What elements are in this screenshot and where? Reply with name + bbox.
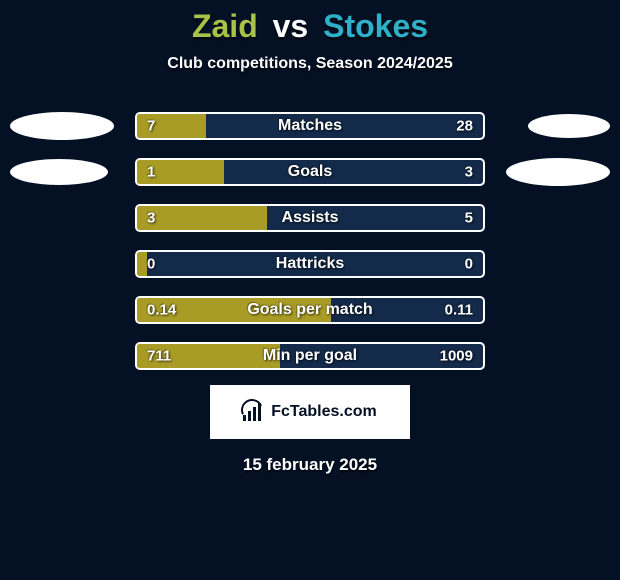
team-ellipse-left [10,159,108,185]
stat-bar-left-fill [137,252,147,276]
stat-bar-left-fill [137,114,206,138]
fctables-logo-icon [243,403,265,421]
stat-right-value: 5 [465,210,473,227]
stat-bar-track: Assists35 [135,204,485,232]
stat-bar-left-fill [137,206,267,230]
stat-row: Min per goal7111009 [0,333,620,379]
stat-left-value: 0 [147,256,155,273]
stat-metric-label: Hattricks [276,255,344,273]
stat-row: Goals per match0.140.11 [0,287,620,333]
stat-bar-left-fill [137,160,224,184]
player1-name: Zaid [192,8,258,44]
comparison-title: Zaid vs Stokes [0,8,620,45]
stat-row: Hattricks 0 0 [0,241,620,287]
stat-metric-label: Matches [278,117,342,135]
stat-bar-track: Hattricks 0 0 [135,250,485,278]
team-ellipse-left [10,112,114,140]
stat-right-value: 3 [465,164,473,181]
stat-metric-label: Goals [288,163,332,181]
stat-bar-left-fill [137,298,331,322]
comparison-card: Zaid vs Stokes Club competitions, Season… [0,0,620,580]
stat-bar-track: Goals13 [135,158,485,186]
subtitle: Club competitions, Season 2024/2025 [0,55,620,73]
branding-badge: FcTables.com [210,385,410,439]
stat-right-value: 0.11 [445,302,473,319]
stat-row: Matches728 [0,103,620,149]
stat-row: Goals13 [0,149,620,195]
team-ellipse-right [528,114,610,138]
stat-right-value: 28 [456,118,473,135]
stat-bar-track: Min per goal7111009 [135,342,485,370]
stat-bar-track: Goals per match0.140.11 [135,296,485,324]
stat-rows: Matches728Goals13Assists35Hattricks00Goa… [0,103,620,379]
snapshot-date: 15 february 2025 [0,455,620,475]
stat-row: Assists35 [0,195,620,241]
player2-name: Stokes [323,8,428,44]
stat-bar-track: Matches728 [135,112,485,140]
stat-metric-label: Assists [282,209,339,227]
vs-separator: vs [273,8,309,44]
team-ellipse-right [506,158,610,186]
stat-bar-left-fill [137,344,280,368]
branding-text: FcTables.com [271,403,377,421]
stat-right-value: 0 [465,256,473,273]
stat-right-value: 1009 [440,348,473,365]
